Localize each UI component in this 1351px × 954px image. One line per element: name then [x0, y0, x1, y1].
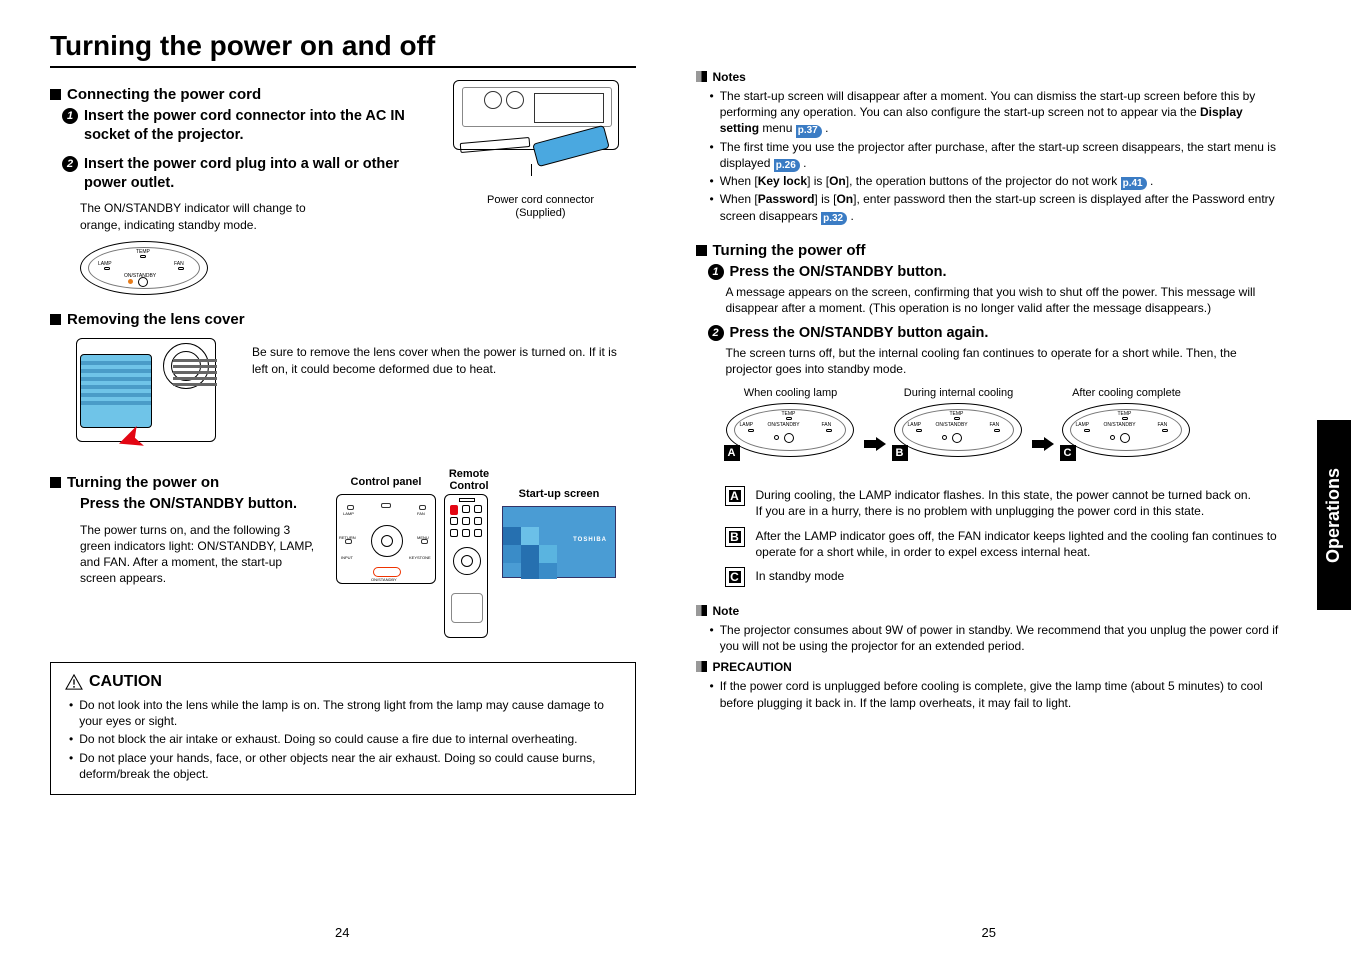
half-square-icon: [696, 71, 707, 82]
note-item: •The projector consumes about 9W of powe…: [710, 622, 1282, 654]
warning-icon: [65, 674, 83, 690]
right-page: Notes • The start-up screen will disappe…: [696, 30, 1312, 910]
precaution-head: PRECAUTION: [696, 660, 1282, 674]
desc-c: C In standby mode: [726, 568, 1282, 586]
desc-b: B After the LAMP indicator goes off, the…: [726, 528, 1282, 560]
section-title: Turning the power off: [713, 242, 866, 259]
note-item: • When [Key lock] is [On], the operation…: [710, 173, 1282, 189]
step-badge-2: 2: [62, 156, 78, 172]
state-letter-a: A: [724, 445, 740, 461]
square-bullet-icon: [50, 314, 61, 325]
startup-screen-illustration: TOSHIBA: [502, 506, 616, 578]
lens-cover-illustration: ➤: [68, 332, 238, 450]
main-title: Turning the power on and off: [50, 30, 636, 68]
note-head: Note: [696, 604, 1282, 618]
square-bullet-icon: [50, 89, 61, 100]
step-text: Insert the power cord plug into a wall o…: [84, 155, 432, 193]
step-text: Press the ON/STANDBY button.: [730, 263, 947, 282]
desc-a: A During cooling, the LAMP indicator fla…: [726, 487, 1282, 519]
arrow-icon: [864, 437, 886, 451]
caution-item: •Do not place your hands, face, or other…: [69, 750, 621, 782]
square-bullet-icon: [696, 245, 707, 256]
notes-title: Notes: [713, 70, 746, 84]
precaution-title: PRECAUTION: [713, 660, 792, 674]
off-step-2: 2 Press the ON/STANDBY button again.: [708, 324, 1282, 343]
state-caption: After cooling complete: [1062, 387, 1192, 399]
step-text: Press the ON/STANDBY button.: [80, 495, 297, 514]
label-temp: TEMP: [136, 249, 150, 255]
note-item: • The first time you use the projector a…: [710, 139, 1282, 171]
body-text: The ON/STANDBY indicator will change to …: [80, 200, 310, 232]
step-1: 1 Insert the power cord connector into t…: [62, 107, 432, 145]
power-cord-illustration: [446, 80, 626, 190]
section-lens-cover: Removing the lens cover: [50, 311, 636, 328]
state-caption: During internal cooling: [894, 387, 1024, 399]
body-text: Be sure to remove the lens cover when th…: [252, 332, 636, 378]
label-lamp: LAMP: [98, 261, 112, 267]
off-step-1: 1 Press the ON/STANDBY button.: [708, 263, 1282, 282]
sidebar-tab: Operations: [1317, 420, 1351, 610]
note-title: Note: [713, 604, 740, 618]
section-power-off: Turning the power off: [696, 242, 1282, 259]
label-control-panel: Control panel: [336, 476, 436, 488]
control-panel-illustration: LAMP FAN RETURN MENU INPUT KEYSTONE ON/S…: [336, 494, 436, 584]
caution-item: •Do not look into the lens while the lam…: [69, 697, 621, 729]
caution-title: CAUTION: [89, 673, 162, 691]
caption-power-cord: Power cord connector (Supplied): [446, 194, 636, 220]
state-letter-c: C: [1060, 445, 1076, 461]
step-badge-1: 1: [708, 264, 724, 280]
state-caption: When cooling lamp: [726, 387, 856, 399]
section-title: Connecting the power cord: [67, 86, 261, 103]
body-text: The power turns on, and the following 3 …: [80, 522, 320, 587]
precaution-item: •If the power cord is unplugged before c…: [710, 678, 1282, 710]
left-page: Turning the power on and off Connecting …: [50, 30, 636, 910]
page-ref-badge: p.26: [774, 159, 800, 172]
section-power-on: Turning the power on: [50, 474, 320, 491]
state-diagram-row: When cooling lamp TEMP LAMP FAN ON/STAND…: [726, 387, 1282, 459]
letter-badge-c: C: [726, 568, 744, 586]
arrow-icon: [1032, 437, 1054, 451]
body-text: A message appears on the screen, confirm…: [726, 284, 1282, 316]
note-item: • The start-up screen will disappear aft…: [710, 88, 1282, 137]
page-number-left: 24: [335, 925, 349, 940]
indicator-diagram: TEMP LAMP FAN ON/STANDBY: [80, 241, 210, 297]
remote-illustration: [444, 494, 488, 638]
caution-item: •Do not block the air intake or exhaust.…: [69, 731, 621, 747]
note-item: • When [Password] is [On], enter passwor…: [710, 191, 1282, 223]
power-on-step: Press the ON/STANDBY button.: [80, 495, 320, 514]
step-badge-2: 2: [708, 325, 724, 341]
letter-badge-a: A: [726, 487, 744, 505]
letter-badge-b: B: [726, 528, 744, 546]
step-2: 2 Insert the power cord plug into a wall…: [62, 155, 432, 193]
section-connecting: Connecting the power cord: [50, 86, 432, 103]
step-text: Insert the power cord connector into the…: [84, 107, 432, 145]
half-square-icon: [696, 605, 707, 616]
page-ref-badge: p.37: [796, 125, 822, 138]
page-number-right: 25: [982, 925, 996, 940]
section-title: Removing the lens cover: [67, 311, 245, 328]
label-fan: FAN: [174, 261, 184, 267]
state-letter-b: B: [892, 445, 908, 461]
section-title: Turning the power on: [67, 474, 219, 491]
page-spread: Turning the power on and off Connecting …: [0, 0, 1351, 920]
caution-box: CAUTION •Do not look into the lens while…: [50, 662, 636, 795]
label-remote: Remote Control: [444, 468, 494, 492]
body-text: The screen turns off, but the internal c…: [726, 345, 1282, 377]
square-bullet-icon: [50, 477, 61, 488]
step-text: Press the ON/STANDBY button again.: [730, 324, 989, 343]
label-startup: Start-up screen: [502, 488, 616, 500]
half-square-icon: [696, 661, 707, 672]
notes-head: Notes: [696, 70, 1282, 84]
step-badge-1: 1: [62, 108, 78, 124]
page-ref-badge: p.41: [1121, 177, 1147, 190]
page-ref-badge: p.32: [821, 212, 847, 225]
